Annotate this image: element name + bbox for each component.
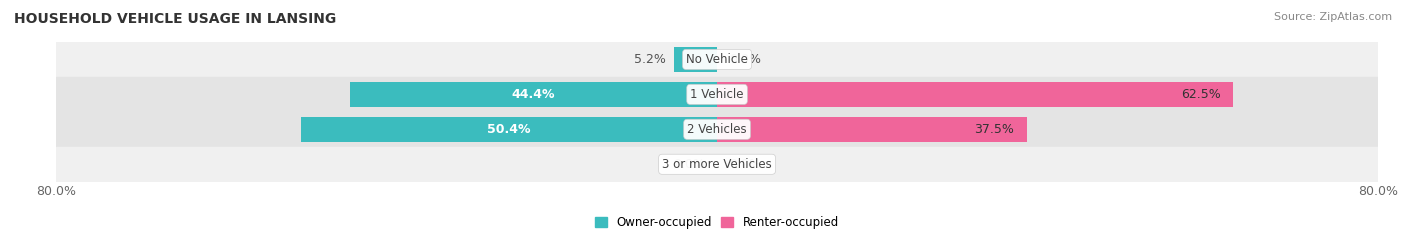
Text: 62.5%: 62.5%	[1181, 88, 1220, 101]
Bar	[717, 117, 1026, 142]
Bar	[301, 117, 717, 142]
Text: 1 Vehicle: 1 Vehicle	[690, 88, 744, 101]
Text: Source: ZipAtlas.com: Source: ZipAtlas.com	[1274, 12, 1392, 22]
Text: 44.4%: 44.4%	[512, 88, 555, 101]
Text: HOUSEHOLD VEHICLE USAGE IN LANSING: HOUSEHOLD VEHICLE USAGE IN LANSING	[14, 12, 336, 26]
Text: 3 or more Vehicles: 3 or more Vehicles	[662, 158, 772, 171]
Bar	[717, 82, 1233, 107]
Text: 5.2%: 5.2%	[634, 53, 666, 66]
Text: 37.5%: 37.5%	[974, 123, 1014, 136]
Text: No Vehicle: No Vehicle	[686, 53, 748, 66]
Bar	[56, 42, 1378, 77]
Bar	[673, 47, 717, 72]
Text: 0.0%: 0.0%	[730, 53, 762, 66]
Text: 0.0%: 0.0%	[672, 158, 704, 171]
Bar	[56, 112, 1378, 147]
Text: 0.0%: 0.0%	[730, 158, 762, 171]
Legend: Owner-occupied, Renter-occupied: Owner-occupied, Renter-occupied	[595, 216, 839, 229]
Bar	[56, 147, 1378, 182]
Bar	[56, 77, 1378, 112]
Bar	[350, 82, 717, 107]
Text: 50.4%: 50.4%	[486, 123, 530, 136]
Text: 2 Vehicles: 2 Vehicles	[688, 123, 747, 136]
